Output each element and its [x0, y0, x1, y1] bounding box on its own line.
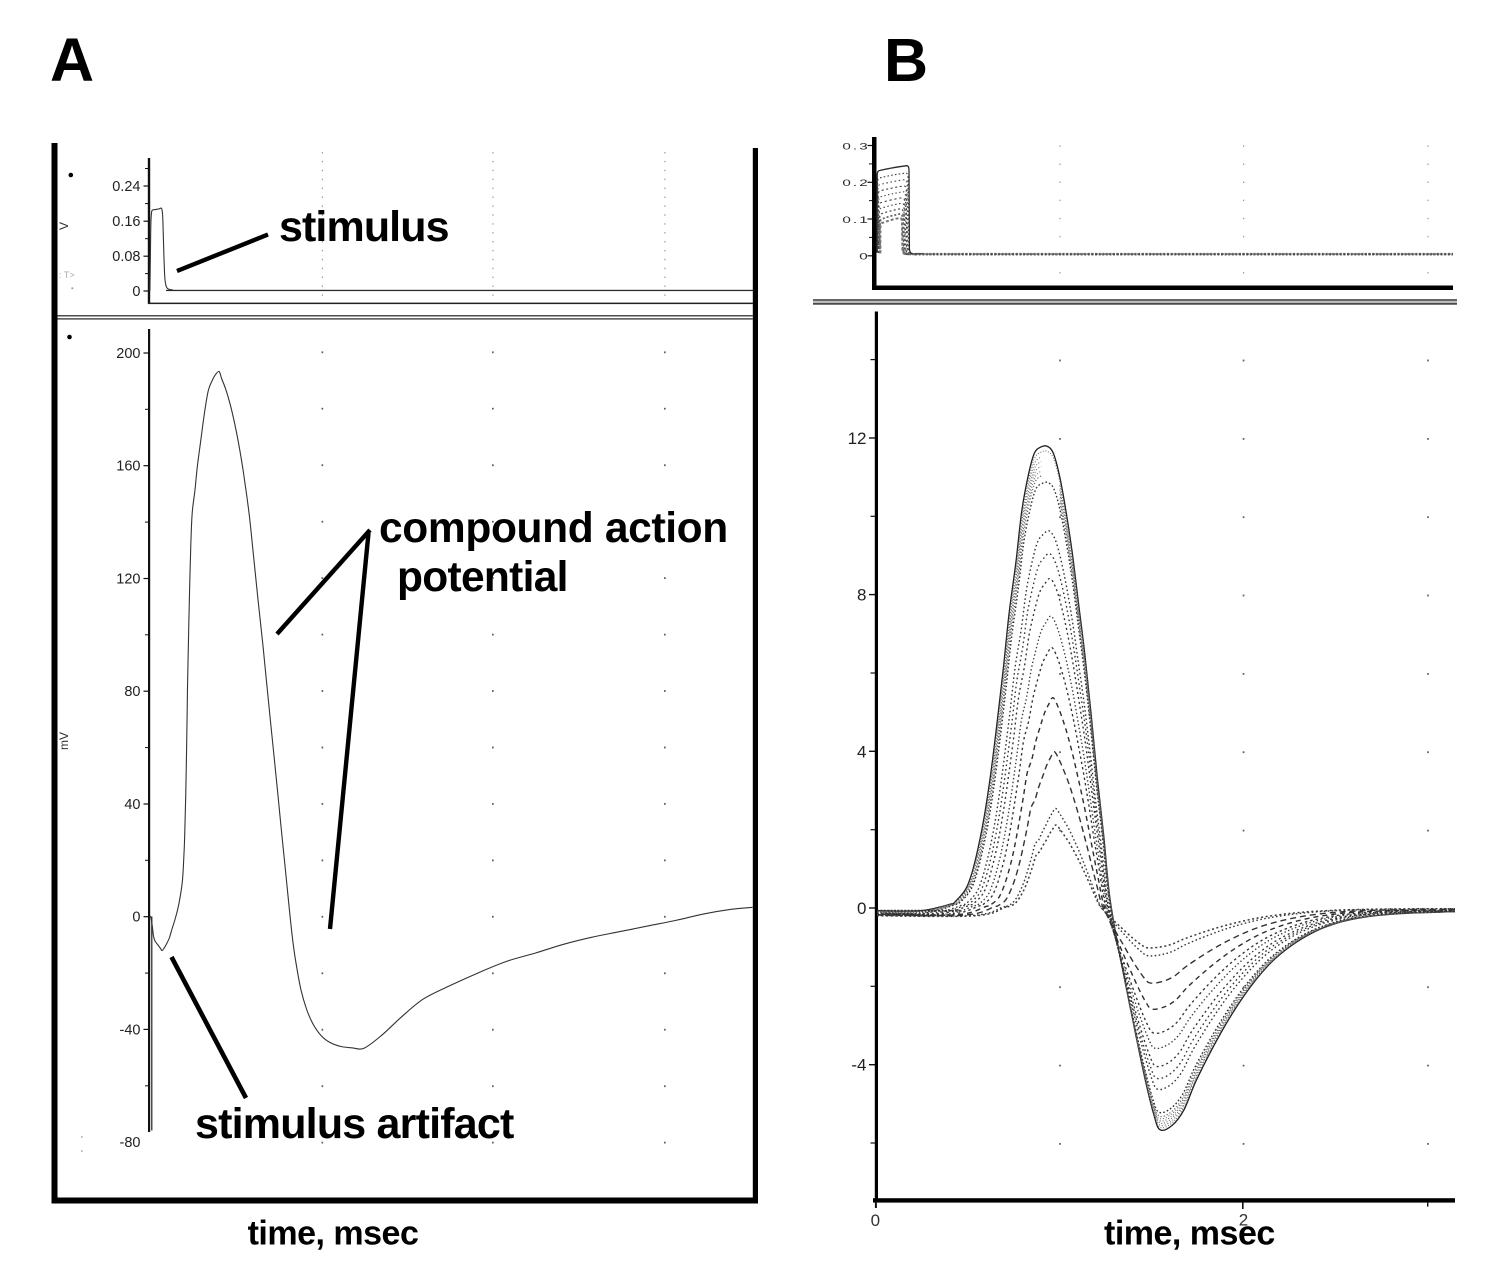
svg-text:40: 40 — [124, 797, 140, 813]
svg-text:12: 12 — [848, 429, 867, 448]
svg-text:: T>: : T> — [59, 270, 75, 280]
svg-text:2: 2 — [1239, 1211, 1248, 1230]
svg-text:0.24: 0.24 — [112, 179, 140, 195]
svg-text:B: B — [884, 26, 928, 94]
svg-text:0.3: 0.3 — [842, 141, 869, 151]
svg-text:0.2: 0.2 — [842, 178, 869, 188]
svg-text:potential: potential — [397, 554, 568, 601]
svg-text:compound action: compound action — [379, 505, 728, 552]
svg-text:-80: -80 — [120, 1135, 141, 1151]
svg-text:A: A — [50, 26, 94, 94]
svg-text:-4: -4 — [851, 1056, 866, 1075]
svg-text:0.08: 0.08 — [112, 249, 140, 265]
svg-text:0: 0 — [859, 252, 870, 262]
svg-text:0.1: 0.1 — [842, 215, 869, 225]
svg-text:160: 160 — [116, 459, 140, 475]
svg-text:stimulus artifact: stimulus artifact — [195, 1100, 514, 1148]
svg-text:0: 0 — [132, 284, 140, 300]
svg-text:0: 0 — [871, 1211, 880, 1230]
svg-text:time, msec: time, msec — [248, 1215, 419, 1253]
svg-text:200: 200 — [116, 346, 140, 362]
svg-text:time, msec: time, msec — [1104, 1215, 1275, 1253]
svg-text:-40: -40 — [120, 1022, 141, 1038]
svg-text:mV: mV — [57, 732, 71, 750]
svg-text:stimulus: stimulus — [279, 203, 449, 251]
svg-text:80: 80 — [124, 684, 140, 700]
svg-text:0.16: 0.16 — [112, 214, 140, 230]
svg-text:8: 8 — [857, 586, 866, 605]
svg-text:V: V — [57, 222, 71, 230]
svg-text:0: 0 — [857, 899, 866, 918]
svg-text:120: 120 — [116, 571, 140, 587]
svg-text:0: 0 — [132, 910, 140, 926]
svg-text:4: 4 — [857, 742, 866, 761]
